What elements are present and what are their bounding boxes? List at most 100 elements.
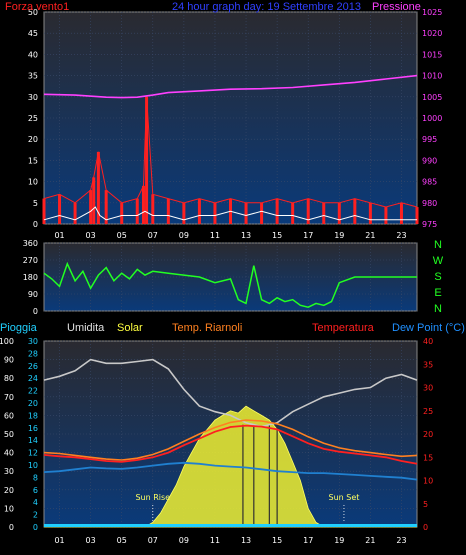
rain-tick-label: 10 bbox=[28, 461, 38, 470]
pressure-tick-label: 1025 bbox=[422, 8, 442, 17]
hour-tick-label: 15 bbox=[272, 231, 282, 240]
legend-item: Solar bbox=[117, 322, 143, 334]
compass-label: N bbox=[434, 303, 442, 315]
gust-line bbox=[43, 96, 418, 208]
rain-tick-label: 0 bbox=[33, 523, 38, 532]
pressure-tick-label: 985 bbox=[422, 178, 437, 187]
rain-tick-label: 24 bbox=[28, 374, 38, 383]
humidity-tick-label: 30 bbox=[4, 467, 14, 476]
hour-tick-label: 01 bbox=[54, 536, 64, 545]
hour-tick-label: 17 bbox=[303, 536, 313, 545]
hour-tick-label: 23 bbox=[396, 536, 406, 545]
legend-item: Pioggia bbox=[0, 322, 38, 334]
rain-tick-label: 2 bbox=[33, 511, 38, 520]
wind-direction-line bbox=[43, 261, 417, 308]
hour-tick-label: 03 bbox=[86, 231, 96, 240]
compass-label: N bbox=[434, 239, 442, 251]
humidity-tick-label: 40 bbox=[4, 449, 14, 458]
mean-speed-line bbox=[43, 206, 417, 221]
pressure-tick-label: 1020 bbox=[422, 29, 442, 38]
hour-tick-label: 19 bbox=[334, 536, 344, 545]
legend-item: Dew Point (°C) bbox=[392, 322, 465, 334]
hour-tick-label: 09 bbox=[179, 536, 189, 545]
pressure-tick-label: 1010 bbox=[422, 72, 442, 81]
hour-tick-label: 09 bbox=[179, 231, 189, 240]
hour-tick-label: 21 bbox=[365, 231, 375, 240]
hour-tick-label: 05 bbox=[117, 231, 127, 240]
humidity-tick-label: 90 bbox=[4, 356, 14, 365]
temperature-tick-label: 35 bbox=[423, 360, 433, 369]
wind-tick-label: 15 bbox=[28, 156, 38, 165]
rain-tick-label: 4 bbox=[33, 498, 38, 507]
hour-tick-label: 07 bbox=[148, 536, 158, 545]
compass-label: W bbox=[433, 255, 444, 267]
hour-tick-label: 17 bbox=[303, 231, 313, 240]
temperature-tick-label: 25 bbox=[423, 407, 433, 416]
legend-item: Temp. Riarnoli bbox=[172, 322, 242, 334]
hour-tick-label: 11 bbox=[210, 536, 220, 545]
pressure-tick-label: 980 bbox=[422, 199, 437, 208]
temperature-line bbox=[43, 424, 418, 465]
hour-tick-label: 23 bbox=[396, 231, 406, 240]
rain-tick-label: 30 bbox=[28, 337, 38, 346]
hour-tick-label: 19 bbox=[334, 231, 344, 240]
hour-tick-label: 07 bbox=[148, 231, 158, 240]
humidity-tick-label: 80 bbox=[4, 374, 14, 383]
rain-tick-label: 22 bbox=[28, 387, 38, 396]
pressure-tick-label: 1000 bbox=[422, 114, 442, 123]
humidity-tick-label: 50 bbox=[4, 430, 14, 439]
wind-tick-label: 0 bbox=[33, 220, 38, 229]
direction-tick-label: 0 bbox=[33, 307, 38, 316]
temperature-tick-label: 30 bbox=[423, 384, 433, 393]
rain-tick-label: 26 bbox=[28, 362, 38, 371]
legend-item: Umidita bbox=[67, 322, 105, 334]
wind-tick-label: 50 bbox=[28, 8, 38, 17]
compass-label: S bbox=[434, 271, 441, 283]
wind-tick-label: 40 bbox=[28, 50, 38, 59]
pressure-tick-label: 990 bbox=[422, 156, 437, 165]
wind-tick-label: 30 bbox=[28, 93, 38, 102]
chart-title: 24 hour graph day: 19 Settembre 2013 bbox=[172, 1, 361, 13]
rain-tick-label: 8 bbox=[33, 473, 38, 482]
wind-tick-label: 5 bbox=[33, 199, 38, 208]
temperature-tick-label: 10 bbox=[423, 477, 433, 486]
hour-tick-label: 13 bbox=[241, 536, 251, 545]
rain-tick-label: 16 bbox=[28, 424, 38, 433]
wind-tick-label: 45 bbox=[28, 29, 38, 38]
rain-tick-label: 20 bbox=[28, 399, 38, 408]
humidity-tick-label: 60 bbox=[4, 411, 14, 420]
rain-tick-label: 6 bbox=[33, 486, 38, 495]
direction-tick-label: 90 bbox=[28, 290, 38, 299]
humidity-tick-label: 70 bbox=[4, 393, 14, 402]
direction-tick-label: 360 bbox=[23, 239, 38, 248]
pressure-line bbox=[43, 74, 418, 99]
heat-index-line bbox=[43, 419, 418, 461]
wind-tick-label: 10 bbox=[28, 178, 38, 187]
temperature-tick-label: 5 bbox=[423, 500, 428, 509]
hour-tick-label: 03 bbox=[86, 536, 96, 545]
wind-tick-label: 20 bbox=[28, 135, 38, 144]
legend-item: Temperatura bbox=[312, 322, 375, 334]
pressure-tick-label: 1015 bbox=[422, 50, 442, 59]
sun-marker-label: Sun Set bbox=[329, 493, 360, 502]
wind-tick-label: 25 bbox=[28, 114, 38, 123]
pressure-tick-label: 1005 bbox=[422, 93, 442, 102]
dew-point-line bbox=[43, 461, 418, 481]
rain-tick-label: 14 bbox=[28, 436, 38, 445]
hour-tick-label: 11 bbox=[210, 231, 220, 240]
direction-tick-label: 270 bbox=[23, 256, 38, 265]
hour-tick-label: 15 bbox=[272, 536, 282, 545]
hour-tick-label: 01 bbox=[54, 231, 64, 240]
wind-tick-label: 35 bbox=[28, 72, 38, 81]
direction-tick-label: 180 bbox=[23, 273, 38, 282]
compass-label: E bbox=[434, 287, 441, 299]
pressure-tick-label: 995 bbox=[422, 135, 437, 144]
humidity-line bbox=[43, 358, 418, 428]
temperature-tick-label: 0 bbox=[423, 523, 428, 532]
humidity-tick-label: 10 bbox=[4, 504, 14, 513]
sun-marker-label: Sun Rise bbox=[135, 493, 170, 502]
temperature-tick-label: 40 bbox=[423, 337, 433, 346]
hour-tick-label: 21 bbox=[365, 536, 375, 545]
temperature-tick-label: 15 bbox=[423, 453, 433, 462]
